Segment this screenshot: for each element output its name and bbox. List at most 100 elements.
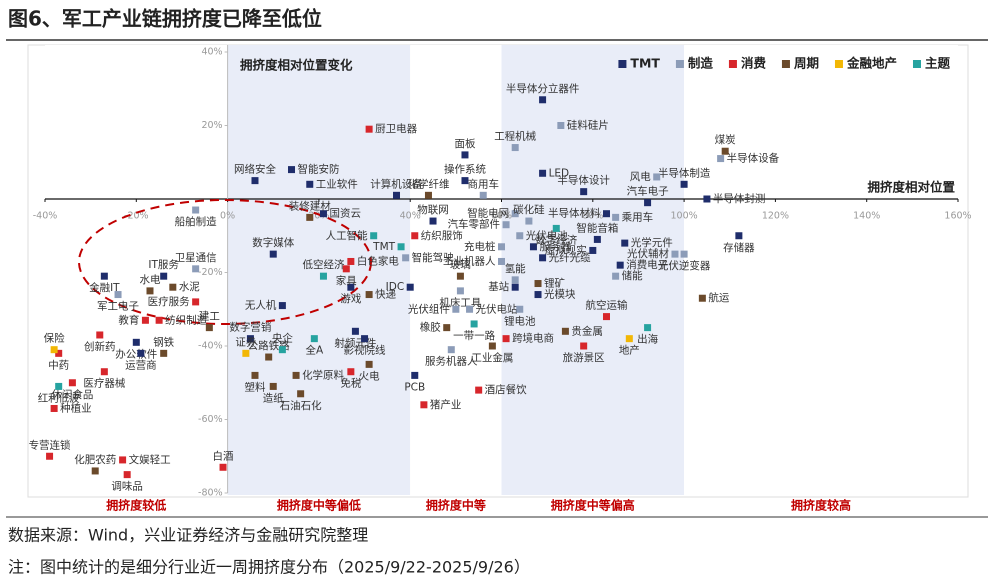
point [119, 456, 127, 464]
point [580, 342, 588, 350]
point-label: 红利低波 [38, 391, 80, 404]
point [721, 147, 729, 155]
x-tick-label: 60% [491, 211, 512, 222]
point-label: 造纸 [263, 391, 284, 404]
point [269, 382, 277, 390]
point [370, 232, 378, 240]
point [292, 371, 300, 379]
x-tick-label: -20% [124, 211, 149, 222]
point-label: 光学元件 [631, 236, 673, 249]
point [511, 283, 519, 291]
legend-label: 消费 [741, 56, 767, 71]
point [347, 283, 355, 291]
point [393, 191, 401, 199]
point-label: 光伏电池 [526, 229, 568, 242]
point [475, 386, 483, 394]
point-label: 航运 [708, 291, 729, 304]
point-label: 影视院线 [344, 344, 386, 357]
point [653, 173, 661, 181]
point-label: 塑料 [244, 380, 265, 393]
point-label: 化学原料 [302, 368, 344, 381]
point [100, 368, 108, 376]
point-label: 操作系统 [444, 163, 486, 176]
point-label: 橡胶 [420, 321, 441, 334]
point [516, 305, 524, 313]
point-label: 锂电池 [504, 314, 536, 327]
y-tick-label: -80% [198, 488, 223, 499]
point-label: 物联网 [417, 203, 449, 216]
source-note: 数据来源：Wind，兴业证券经济与金融研究院整理 [8, 526, 368, 545]
point-label: 乘用车 [622, 210, 654, 223]
point [100, 272, 108, 280]
point [644, 324, 652, 332]
point [420, 401, 428, 409]
point [529, 243, 537, 251]
point [251, 371, 259, 379]
point [192, 298, 200, 306]
point-label: 石油石化 [280, 399, 322, 412]
point-label: 人工智能 [326, 229, 368, 242]
point-label: 网络安全 [234, 163, 276, 176]
legend-label: 制造 [688, 56, 714, 71]
point [319, 210, 327, 218]
point-label: 数字经济 [535, 233, 577, 246]
point [703, 195, 711, 203]
point [365, 291, 373, 299]
point [644, 199, 652, 207]
point-label: 创新药 [84, 340, 116, 353]
point [461, 177, 469, 185]
point [516, 232, 524, 240]
point [114, 291, 122, 299]
y-tick-label: 20% [201, 120, 222, 131]
point [141, 316, 149, 324]
point [447, 346, 455, 354]
point-label: 航空运输 [585, 299, 627, 312]
point [612, 272, 620, 280]
point-label: 半导体制造 [658, 166, 711, 179]
point-label: 碳化硅 [513, 203, 545, 216]
point-label: 工业金属 [471, 351, 513, 364]
point [406, 283, 414, 291]
point-label: 厨卫电器 [375, 122, 417, 135]
point-label: 化学纤维 [407, 177, 449, 190]
point-label: 猪产业 [430, 398, 462, 411]
point-label: 医疗服务 [148, 295, 190, 308]
crowding-band [684, 45, 958, 495]
series-group: 地产 保险 证券 [44, 332, 640, 357]
legend-label: 主题 [925, 56, 951, 71]
point [525, 217, 533, 225]
point-label: 工业软件 [316, 177, 358, 190]
point-label: 快递 [375, 288, 396, 301]
point-label: 基站 [488, 280, 509, 293]
point [502, 335, 510, 343]
point-label: 数字营销 [229, 321, 271, 334]
point [552, 224, 560, 232]
point [397, 243, 405, 251]
point [365, 360, 373, 368]
point-label: 白色家电 [357, 254, 399, 267]
point [91, 467, 99, 475]
point-label: 智能驾驶 [412, 251, 454, 264]
point [488, 342, 496, 350]
point [278, 302, 286, 310]
point [557, 122, 565, 129]
point [717, 155, 725, 163]
point-label: 智能电网 [467, 207, 509, 220]
point-label: 地产 [619, 344, 640, 357]
x-axis-title: 拥挤度相对位置 [867, 180, 955, 195]
point [443, 324, 451, 332]
point [269, 250, 277, 258]
point-label: 无人机 [245, 299, 277, 312]
point-label: TMT [372, 241, 395, 253]
point-label: 煤炭 [715, 133, 736, 146]
x-tick-label: 80% [582, 211, 603, 222]
band-label: 拥挤度中等偏高 [551, 498, 635, 513]
crowding-band [410, 45, 502, 495]
point-label: 一带一路 [453, 329, 495, 342]
chart-title: 图6、军工产业链拥挤度已降至低位 [8, 7, 322, 31]
point [297, 390, 305, 398]
point [539, 169, 547, 177]
point [342, 265, 350, 273]
point-label: 贵金属 [571, 324, 603, 337]
